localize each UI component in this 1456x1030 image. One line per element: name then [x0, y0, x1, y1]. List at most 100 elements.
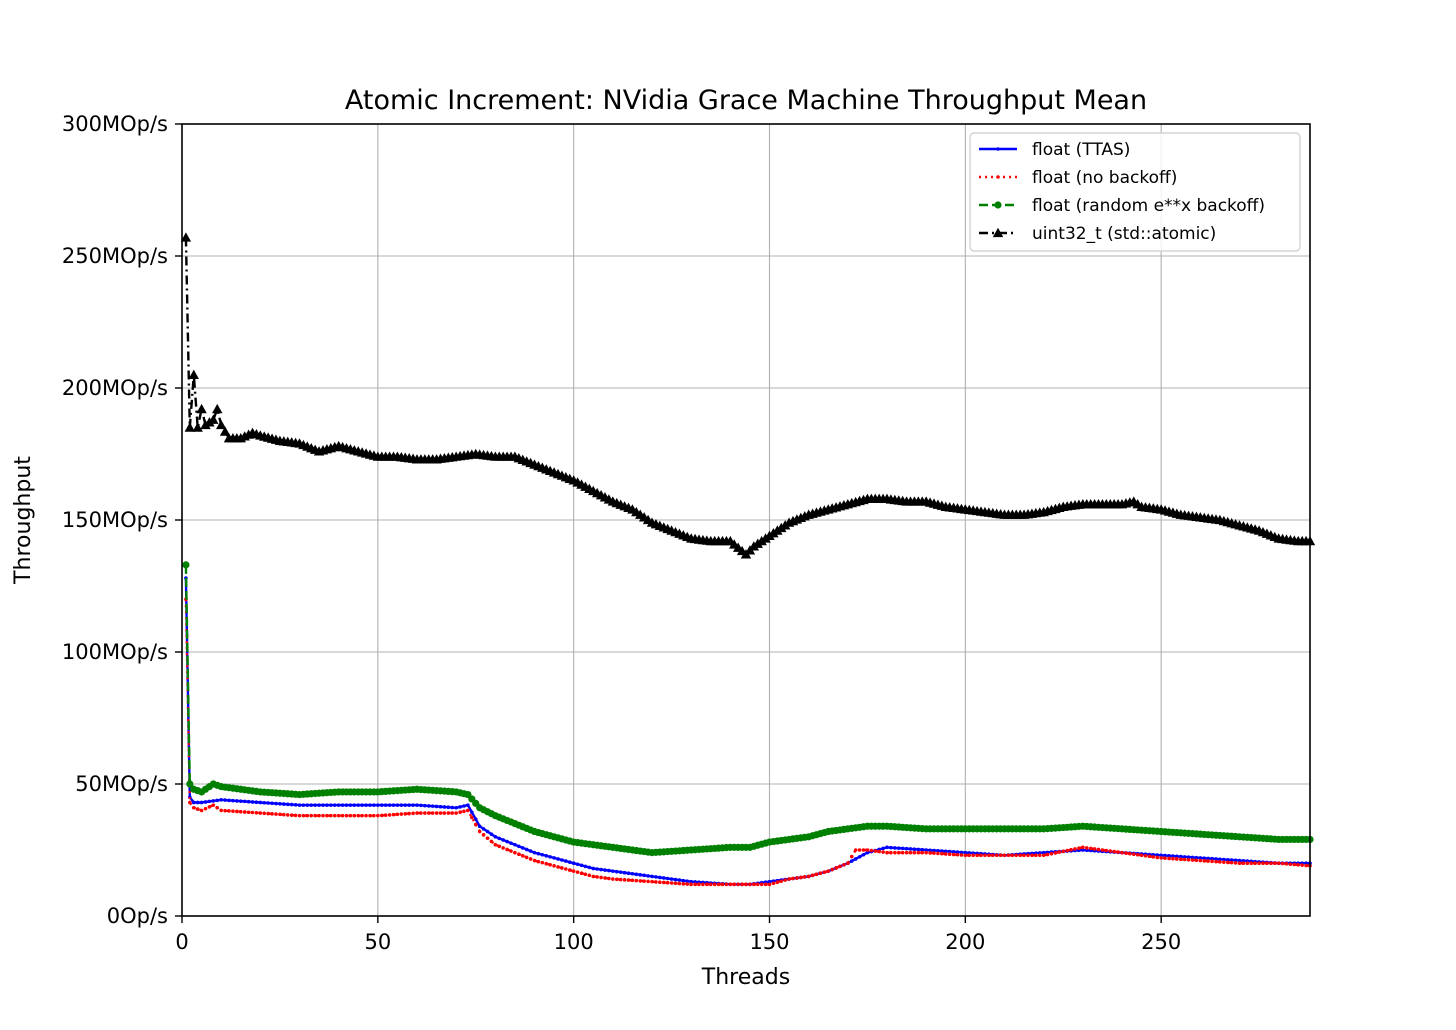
data-point	[1218, 857, 1222, 862]
data-point	[963, 850, 968, 855]
data-point	[689, 882, 693, 887]
x-axis-label: Threads	[701, 965, 790, 990]
data-point	[524, 847, 529, 852]
data-point	[912, 847, 917, 852]
legend-label: float (random e**x backoff)	[1032, 196, 1265, 216]
data-point	[740, 882, 744, 887]
data-point	[262, 811, 267, 816]
data-point	[712, 882, 717, 887]
x-tick-label: 0	[175, 930, 188, 954]
data-point	[356, 813, 361, 818]
data-point	[309, 803, 314, 807]
data-point	[242, 799, 247, 804]
data-point	[618, 877, 623, 882]
data-point	[246, 799, 251, 804]
data-point	[642, 873, 646, 878]
data-point	[802, 875, 807, 879]
data-point	[685, 882, 690, 886]
data-point	[936, 851, 940, 856]
y-axis-label: Throughput	[11, 456, 36, 585]
data-point	[728, 882, 733, 887]
data-point	[705, 882, 709, 887]
data-point	[607, 868, 611, 873]
data-point	[697, 882, 701, 887]
data-point	[293, 813, 298, 818]
data-point	[403, 812, 408, 816]
data-point	[208, 414, 219, 424]
data-point	[1041, 853, 1046, 858]
data-point	[940, 849, 944, 853]
data-point	[1284, 862, 1289, 866]
data-point	[282, 812, 286, 817]
data-point	[1206, 859, 1210, 863]
data-point	[426, 804, 431, 808]
data-point	[434, 811, 439, 815]
data-point	[693, 882, 697, 887]
data-point	[979, 853, 983, 858]
legend-box	[969, 132, 1301, 252]
data-point	[552, 864, 556, 868]
data-point	[748, 882, 752, 887]
data-point	[967, 853, 972, 858]
data-point	[203, 800, 208, 804]
data-point	[943, 849, 948, 854]
y-tick-label: 50MOp/s	[75, 772, 168, 796]
data-point	[701, 882, 705, 887]
data-point	[787, 877, 791, 881]
data-point	[501, 846, 505, 850]
data-point	[379, 813, 384, 818]
y-tick-label: 0Op/s	[107, 904, 168, 928]
data-point	[810, 873, 815, 878]
data-point	[186, 780, 194, 788]
data-point	[1257, 861, 1261, 865]
data-point	[564, 859, 568, 863]
data-point	[618, 870, 623, 874]
data-point	[336, 813, 341, 818]
data-point	[932, 851, 936, 855]
data-point	[661, 876, 666, 880]
data-point	[235, 809, 239, 814]
data-point	[567, 868, 572, 872]
data-point	[959, 853, 964, 857]
data-point	[219, 426, 231, 436]
data-point	[442, 811, 447, 815]
data-point	[1167, 856, 1171, 861]
data-point	[900, 850, 905, 855]
data-point	[677, 881, 682, 886]
data-point	[822, 870, 827, 874]
data-point	[560, 858, 564, 862]
data-point	[274, 801, 278, 806]
data-point	[1190, 858, 1195, 862]
data-point	[849, 859, 854, 863]
data-point	[1155, 855, 1160, 860]
data-point	[1280, 861, 1285, 866]
data-point	[528, 849, 533, 853]
data-point	[1163, 853, 1167, 858]
data-point	[771, 881, 776, 886]
data-point	[936, 848, 940, 853]
data-point	[477, 824, 482, 829]
data-point	[450, 811, 455, 815]
data-point	[293, 803, 298, 807]
data-point	[458, 805, 462, 809]
data-point	[943, 852, 948, 856]
data-point	[1143, 854, 1148, 858]
data-point	[795, 876, 799, 880]
data-point	[881, 850, 885, 854]
data-point	[681, 881, 686, 886]
data-point	[509, 841, 513, 845]
data-point	[591, 866, 596, 871]
data-point	[1182, 857, 1187, 862]
legend: float (TTAS) float (no backoff) float (ran…	[969, 132, 1301, 252]
data-point	[861, 852, 866, 857]
y-tick-label: 300MOp/s	[62, 112, 168, 136]
data-point	[646, 874, 650, 878]
data-point	[329, 813, 333, 818]
data-point	[548, 855, 552, 859]
data-point	[454, 805, 458, 810]
data-point	[250, 800, 255, 804]
data-point	[489, 832, 494, 836]
data-point	[595, 867, 599, 871]
data-point	[289, 813, 294, 817]
data-point	[415, 803, 419, 807]
